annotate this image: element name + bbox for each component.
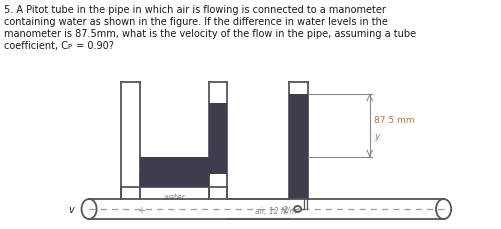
Text: manometer is 87.5mm, what is the velocity of the flow in the pipe, assuming a tu: manometer is 87.5mm, what is the velocit… [4,29,415,39]
Text: containing water as shown in the figure. If the difference in water levels in th: containing water as shown in the figure.… [4,17,387,27]
Bar [289,95,308,199]
Text: v: v [68,204,74,214]
Text: coefficient, C: coefficient, C [4,41,68,51]
Text: 87.5 mm: 87.5 mm [374,115,414,124]
Text: 2: 2 [282,206,288,215]
Bar [140,174,208,187]
Bar [140,157,208,174]
Text: 5. A Pitot tube in the pipe in which air is flowing is connected to a manometer: 5. A Pitot tube in the pipe in which air… [4,5,385,15]
Bar [208,104,227,174]
Text: +: + [137,206,145,215]
Text: air, 12 N/m³: air, 12 N/m³ [255,206,299,215]
Text: y: y [374,131,379,140]
Text: P: P [67,44,71,50]
Text: water: water [163,192,185,201]
Text: = 0.90?: = 0.90? [73,41,114,51]
